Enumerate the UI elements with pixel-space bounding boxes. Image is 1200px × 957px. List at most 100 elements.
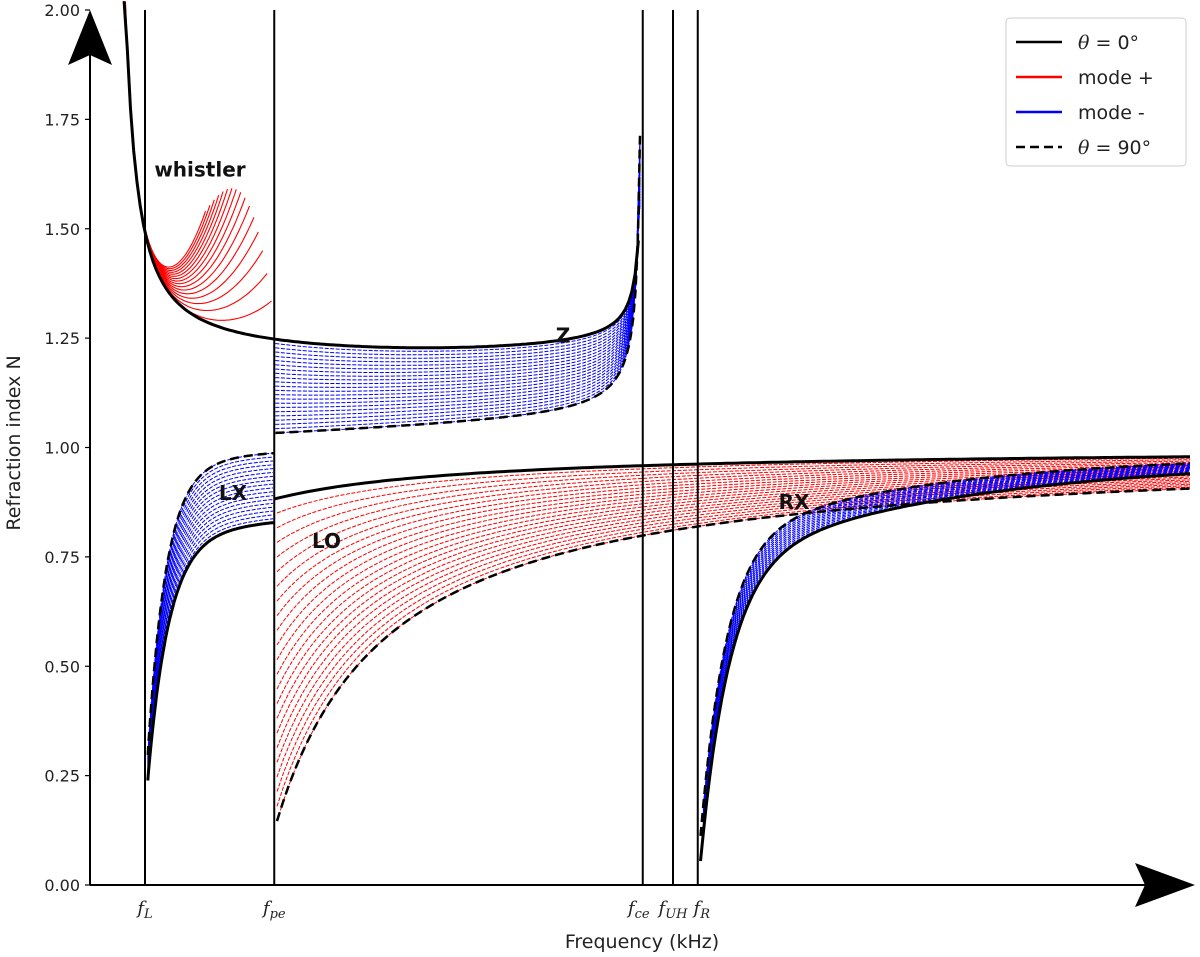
whistler-curve	[138, 199, 207, 268]
theta90-z-curve	[275, 135, 642, 435]
lx-mode-family-curve	[147, 460, 274, 758]
region-label-lo: LO	[312, 529, 341, 553]
z-mode-family-curve	[275, 180, 641, 377]
freq-label-ce: fce	[626, 898, 650, 922]
theta90-lo-curve	[275, 487, 1191, 822]
y-tick-label: 0.75	[44, 548, 80, 567]
axes	[68, 10, 1195, 907]
lx-mode-family	[147, 452, 274, 781]
lx-mode-family-curve	[147, 495, 274, 771]
lx-mode-family-curve	[147, 499, 274, 773]
theta90-rx-curve	[699, 462, 1191, 837]
lo-mode-family-curve	[276, 488, 1191, 822]
y-tick-label: 1.50	[44, 220, 80, 239]
theta0-lo-curve	[273, 455, 1190, 501]
x-axis-title: Frequency (kHz)	[565, 931, 719, 953]
lo-mode-family-curve	[276, 463, 1191, 573]
lx-mode-family-curve	[147, 456, 274, 757]
whistler-curve	[131, 126, 237, 282]
lo-mode-family-curve	[276, 475, 1191, 690]
lo-mode-family-curve	[276, 462, 1191, 558]
region-label-rx: RX	[779, 490, 810, 514]
lo-mode-family-curve	[276, 469, 1191, 631]
z-mode-family-curve	[275, 154, 641, 408]
z-mode-family-curve	[275, 192, 641, 363]
z-mode-family-curve	[275, 186, 641, 370]
y-ticks: 0.00 0.25 0.50 0.75 1.00 1.25 1.50 1.75 2.00	[44, 1, 90, 895]
z-mode-family-curve	[275, 138, 641, 430]
z-mode-family-curve	[275, 199, 641, 356]
lx-mode-family-curve	[147, 502, 274, 774]
lx-mode-family-curve	[147, 514, 274, 778]
lx-mode-family-curve	[147, 491, 274, 770]
z-mode-family-curve	[275, 173, 641, 385]
z-mode-family-curve	[275, 176, 641, 381]
freq-label-uh: fUH	[657, 898, 689, 922]
lx-mode-family-curve	[147, 487, 274, 768]
z-mode-family-curve	[275, 202, 641, 352]
z-mode-family-curve	[275, 142, 641, 425]
lo-mode-family-curve	[276, 459, 1190, 529]
rx-mode-family-curve	[702, 472, 1191, 832]
z-mode-family-curve	[275, 157, 641, 404]
lo-mode-family-curve	[276, 477, 1191, 719]
lx-mode-family-curve	[147, 518, 274, 780]
lo-mode-family-curve	[276, 482, 1191, 763]
rx-mode-family-curve	[702, 470, 1191, 826]
y-tick-label: 1.25	[44, 329, 80, 348]
theta0-rx-curve	[699, 472, 1191, 862]
lx-mode-family-curve	[147, 472, 274, 763]
y-axis-title: Refraction index N	[3, 355, 25, 530]
z-mode-family-curve	[275, 205, 641, 349]
curve-layer	[122, 0, 1191, 862]
z-mode-family-curve	[275, 148, 641, 417]
lx-mode-family-curve	[147, 468, 274, 761]
y-tick-label: 1.75	[44, 110, 80, 129]
freq-label-r: fR	[692, 898, 711, 922]
z-mode-family	[275, 135, 641, 434]
legend-label-minus: mode -	[1078, 102, 1145, 124]
lo-mode-family-curve	[276, 467, 1191, 617]
lo-mode-family-curve	[276, 457, 1191, 514]
y-axis-arrow-icon	[68, 10, 112, 65]
rx-mode-family	[702, 462, 1191, 834]
z-mode-family-curve	[275, 183, 641, 374]
rx-mode-family-curve	[702, 471, 1191, 830]
y-tick-label: 1.00	[44, 439, 80, 458]
lo-mode-family-curve	[276, 479, 1191, 734]
z-mode-family-curve	[275, 189, 641, 366]
whistler-curve	[137, 191, 211, 270]
rx-mode-family-curve	[702, 464, 1191, 810]
envelope-curves	[122, 1, 1191, 862]
z-mode-family-curve	[275, 167, 641, 392]
whistler-curve	[129, 93, 246, 288]
legend-label-theta0: θ = 0°	[1078, 32, 1139, 54]
lo-mode-family-curve	[276, 473, 1191, 675]
region-label-whistler: whistler	[154, 157, 245, 181]
whistler-curve	[136, 183, 215, 272]
freq-label-l: fL	[135, 898, 152, 922]
lo-mode-family-curve	[276, 485, 1191, 792]
lx-mode-family-curve	[147, 510, 274, 777]
z-mode-family-curve	[275, 151, 641, 413]
region-label-lx: LX	[219, 481, 248, 505]
lx-mode-family-curve	[147, 522, 274, 781]
lo-mode-family-curve	[276, 470, 1191, 646]
characteristic-frequency-lines	[144, 10, 699, 885]
lo-mode-family-curve	[276, 466, 1191, 602]
rx-mode-family-curve	[702, 468, 1191, 822]
y-tick-label: 0.50	[44, 657, 80, 676]
lx-mode-family-curve	[147, 464, 274, 760]
lo-mode-family-curve	[276, 460, 1191, 543]
z-mode-family-curve	[275, 161, 641, 400]
rx-mode-family-curve	[702, 469, 1191, 824]
lo-mode-family-curve	[276, 464, 1191, 587]
rx-mode-family-curve	[702, 462, 1191, 806]
y-tick-label: 2.00	[44, 1, 80, 20]
z-mode-family-curve	[275, 195, 641, 359]
region-labels: whistler Z LX LO RX	[154, 157, 810, 553]
rx-mode-family-curve	[702, 473, 1191, 834]
freq-label-pe: fpe	[261, 898, 286, 922]
legend-label-plus: mode +	[1078, 67, 1154, 89]
